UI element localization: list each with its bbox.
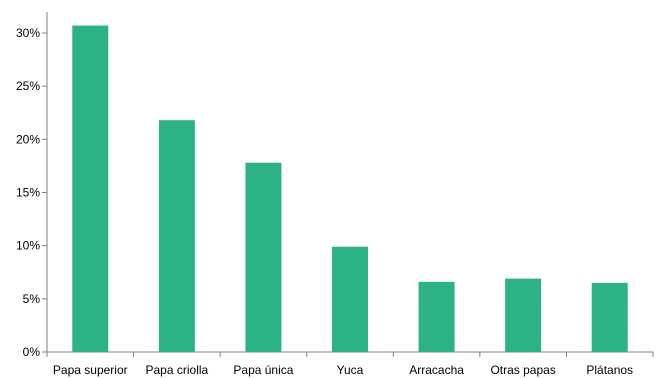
bar [158, 120, 195, 353]
y-tick-label: 5% [23, 292, 41, 306]
y-tick-label: 25% [16, 79, 40, 93]
y-tick-label: 20% [16, 132, 40, 146]
x-tick-label: Plátanos [586, 363, 633, 377]
bar [591, 282, 628, 352]
y-tick-label: 0% [23, 345, 41, 359]
bar [505, 278, 542, 352]
bar [72, 25, 109, 352]
x-tick-label: Papa superior [53, 363, 128, 377]
x-tick-label: Yuca [337, 363, 364, 377]
y-axis: 0% 5% 10% 15% 20% 25% 30% [16, 12, 48, 359]
y-tick-label: 10% [16, 239, 40, 253]
bar [245, 162, 282, 352]
bar [332, 246, 368, 352]
x-tick-label: Papa criolla [146, 363, 209, 377]
x-axis: Papa superior Papa criolla Papa única Yuca A… [46, 351, 654, 377]
x-tick-label: Papa única [233, 363, 293, 377]
x-tick-label: Arracacha [409, 363, 464, 377]
y-tick-label: 15% [16, 186, 40, 200]
bars [72, 25, 628, 353]
y-tick-label: 30% [16, 26, 40, 40]
bar [418, 281, 455, 352]
x-tick-label: Otras papas [490, 363, 555, 377]
